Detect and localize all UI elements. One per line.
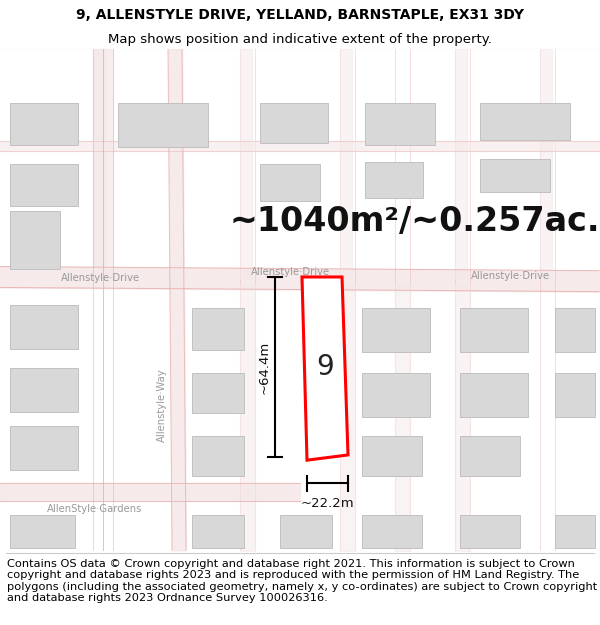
Bar bbox=[10, 211, 60, 269]
Bar bbox=[362, 373, 430, 418]
Bar bbox=[460, 436, 520, 476]
Bar bbox=[480, 103, 570, 140]
Bar bbox=[192, 308, 244, 350]
Bar bbox=[10, 426, 78, 469]
Bar bbox=[555, 514, 595, 548]
Bar bbox=[362, 308, 430, 352]
Bar bbox=[362, 514, 422, 548]
Bar bbox=[260, 103, 328, 143]
Bar bbox=[118, 103, 208, 147]
Text: Contains OS data © Crown copyright and database right 2021. This information is : Contains OS data © Crown copyright and d… bbox=[7, 559, 598, 603]
Bar bbox=[480, 159, 550, 192]
Bar bbox=[10, 368, 78, 412]
Text: 9: 9 bbox=[316, 353, 334, 381]
Text: ~1040m²/~0.257ac.: ~1040m²/~0.257ac. bbox=[230, 205, 600, 238]
Text: Allenstyle·Drive: Allenstyle·Drive bbox=[250, 267, 329, 277]
Bar bbox=[460, 514, 520, 548]
Bar bbox=[365, 103, 435, 145]
Text: AllenStyle·Gardens: AllenStyle·Gardens bbox=[47, 504, 143, 514]
Bar bbox=[192, 373, 244, 413]
Polygon shape bbox=[302, 277, 348, 460]
Bar bbox=[460, 373, 528, 418]
Bar bbox=[260, 164, 320, 201]
Bar bbox=[555, 308, 595, 352]
Text: Allenstyle·Drive: Allenstyle·Drive bbox=[61, 273, 140, 283]
Text: ~64.4m: ~64.4m bbox=[258, 341, 271, 394]
Bar bbox=[10, 305, 78, 349]
Text: Map shows position and indicative extent of the property.: Map shows position and indicative extent… bbox=[108, 32, 492, 46]
Text: Allenstyle·Drive: Allenstyle·Drive bbox=[470, 271, 550, 281]
Bar bbox=[10, 514, 75, 548]
Bar bbox=[10, 103, 78, 145]
Text: 9, ALLENSTYLE DRIVE, YELLAND, BARNSTAPLE, EX31 3DY: 9, ALLENSTYLE DRIVE, YELLAND, BARNSTAPLE… bbox=[76, 8, 524, 22]
Text: Allenstyle·Way: Allenstyle·Way bbox=[157, 368, 167, 441]
Bar bbox=[362, 436, 422, 476]
Bar bbox=[280, 514, 332, 548]
Bar bbox=[555, 373, 595, 418]
Bar bbox=[365, 162, 423, 199]
Bar bbox=[192, 514, 244, 548]
Bar bbox=[10, 164, 78, 206]
Bar bbox=[192, 436, 244, 476]
Bar bbox=[460, 308, 528, 352]
Text: ~22.2m: ~22.2m bbox=[301, 497, 355, 510]
